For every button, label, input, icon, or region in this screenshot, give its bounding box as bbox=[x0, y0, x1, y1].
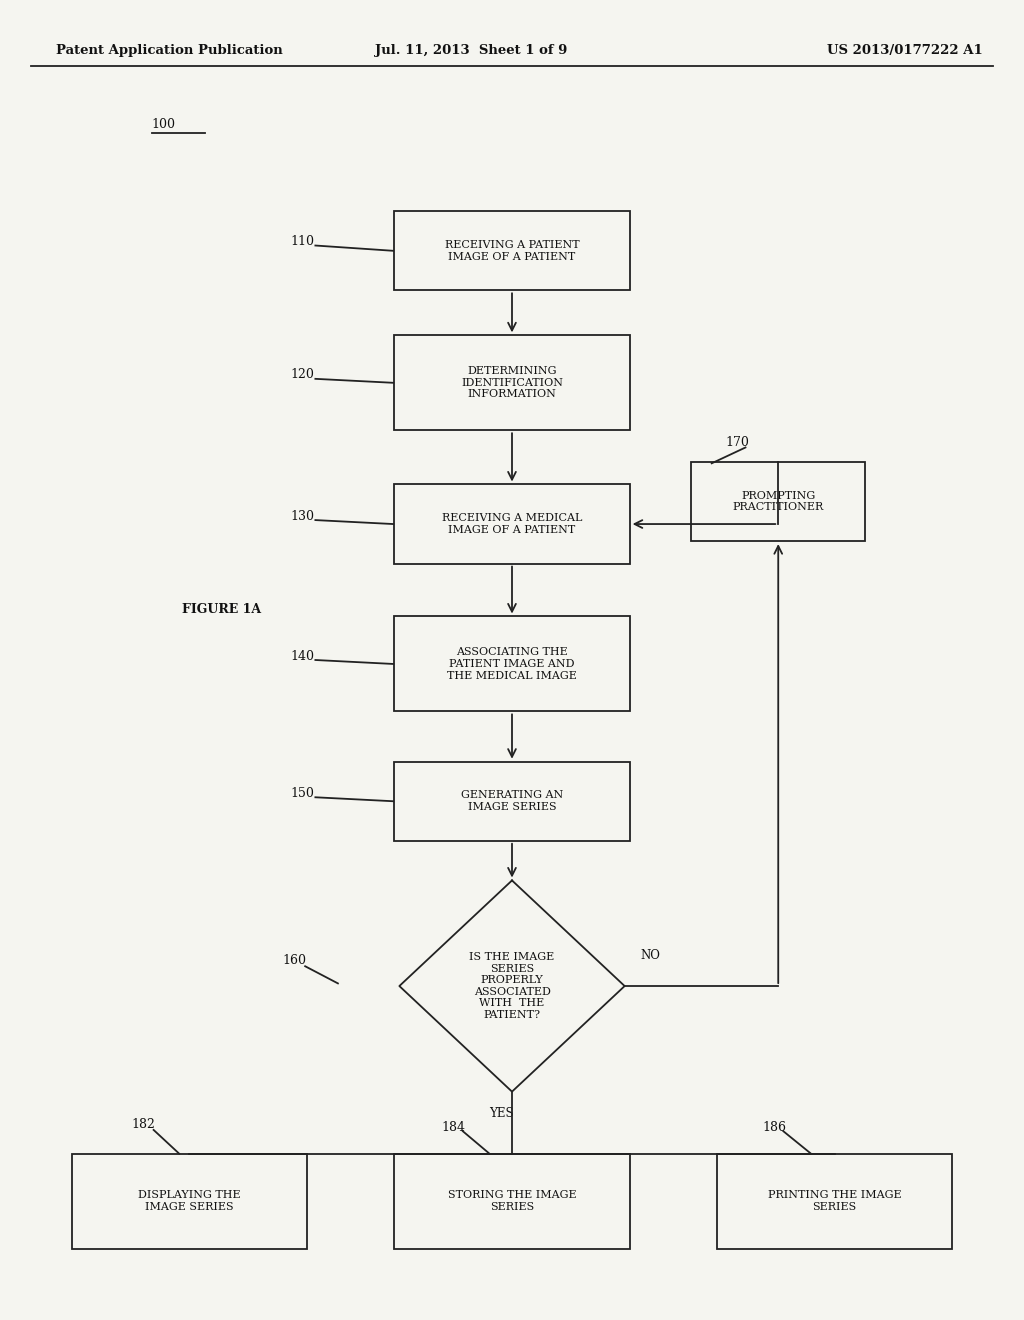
Text: GENERATING AN
IMAGE SERIES: GENERATING AN IMAGE SERIES bbox=[461, 791, 563, 812]
Text: IS THE IMAGE
SERIES
PROPERLY
ASSOCIATED
WITH  THE
PATIENT?: IS THE IMAGE SERIES PROPERLY ASSOCIATED … bbox=[469, 952, 555, 1020]
Polygon shape bbox=[399, 880, 625, 1092]
Text: 184: 184 bbox=[441, 1121, 466, 1134]
Text: DISPLAYING THE
IMAGE SERIES: DISPLAYING THE IMAGE SERIES bbox=[138, 1191, 241, 1212]
Text: 110: 110 bbox=[290, 235, 314, 248]
FancyBboxPatch shape bbox=[691, 462, 865, 541]
FancyBboxPatch shape bbox=[394, 1154, 630, 1249]
Text: PROMPTING
PRACTITIONER: PROMPTING PRACTITIONER bbox=[732, 491, 824, 512]
Text: 130: 130 bbox=[290, 510, 314, 523]
FancyBboxPatch shape bbox=[394, 762, 630, 841]
FancyBboxPatch shape bbox=[72, 1154, 307, 1249]
Text: Jul. 11, 2013  Sheet 1 of 9: Jul. 11, 2013 Sheet 1 of 9 bbox=[375, 44, 567, 57]
Text: 140: 140 bbox=[290, 649, 314, 663]
Text: 120: 120 bbox=[290, 368, 314, 381]
Text: Patent Application Publication: Patent Application Publication bbox=[56, 44, 283, 57]
Text: FIGURE 1A: FIGURE 1A bbox=[182, 603, 261, 616]
Text: 100: 100 bbox=[152, 117, 175, 131]
Text: ASSOCIATING THE
PATIENT IMAGE AND
THE MEDICAL IMAGE: ASSOCIATING THE PATIENT IMAGE AND THE ME… bbox=[447, 647, 577, 681]
FancyBboxPatch shape bbox=[394, 616, 630, 711]
Text: NO: NO bbox=[640, 949, 659, 962]
Text: PRINTING THE IMAGE
SERIES: PRINTING THE IMAGE SERIES bbox=[768, 1191, 901, 1212]
Text: RECEIVING A PATIENT
IMAGE OF A PATIENT: RECEIVING A PATIENT IMAGE OF A PATIENT bbox=[444, 240, 580, 261]
Text: 150: 150 bbox=[290, 787, 314, 800]
FancyBboxPatch shape bbox=[717, 1154, 952, 1249]
Text: YES: YES bbox=[489, 1107, 514, 1121]
Text: RECEIVING A MEDICAL
IMAGE OF A PATIENT: RECEIVING A MEDICAL IMAGE OF A PATIENT bbox=[441, 513, 583, 535]
Text: 170: 170 bbox=[725, 436, 750, 449]
Text: 182: 182 bbox=[131, 1118, 156, 1131]
Text: DETERMINING
IDENTIFICATION
INFORMATION: DETERMINING IDENTIFICATION INFORMATION bbox=[461, 366, 563, 400]
FancyBboxPatch shape bbox=[394, 211, 630, 290]
FancyBboxPatch shape bbox=[394, 335, 630, 430]
Text: 160: 160 bbox=[283, 954, 307, 968]
Text: US 2013/0177222 A1: US 2013/0177222 A1 bbox=[827, 44, 983, 57]
Text: STORING THE IMAGE
SERIES: STORING THE IMAGE SERIES bbox=[447, 1191, 577, 1212]
FancyBboxPatch shape bbox=[394, 484, 630, 564]
Text: 186: 186 bbox=[762, 1121, 786, 1134]
